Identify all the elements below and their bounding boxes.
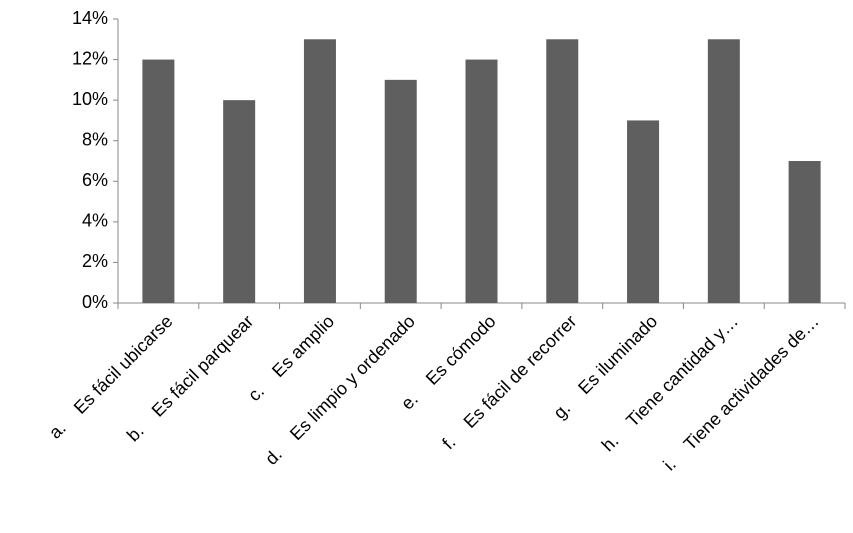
- x-tick-label: f. Es fácil de recorrer: [438, 311, 580, 453]
- y-tick-label: 0%: [82, 292, 108, 312]
- y-tick-label: 10%: [72, 89, 108, 109]
- x-tick-label: h. Tiene cantidad y…: [598, 311, 742, 455]
- bar: [546, 39, 579, 304]
- x-tick-label: d. Es limpio y ordenado: [261, 311, 419, 469]
- y-tick-label: 12%: [72, 48, 108, 68]
- bar: [465, 59, 498, 304]
- bar: [627, 120, 660, 303]
- y-tick-label: 4%: [82, 211, 108, 231]
- bar: [223, 100, 256, 304]
- bar: [384, 79, 417, 303]
- y-tick-label: 8%: [82, 129, 108, 149]
- y-tick-label: 2%: [82, 251, 108, 271]
- bar: [707, 39, 740, 304]
- bar: [788, 161, 821, 303]
- x-tick-label: i. Tiene actividades de…: [659, 311, 822, 474]
- bar: [142, 59, 175, 304]
- y-tick-label: 6%: [82, 170, 108, 190]
- bar: [303, 39, 336, 304]
- y-tick-label: 14%: [72, 8, 108, 28]
